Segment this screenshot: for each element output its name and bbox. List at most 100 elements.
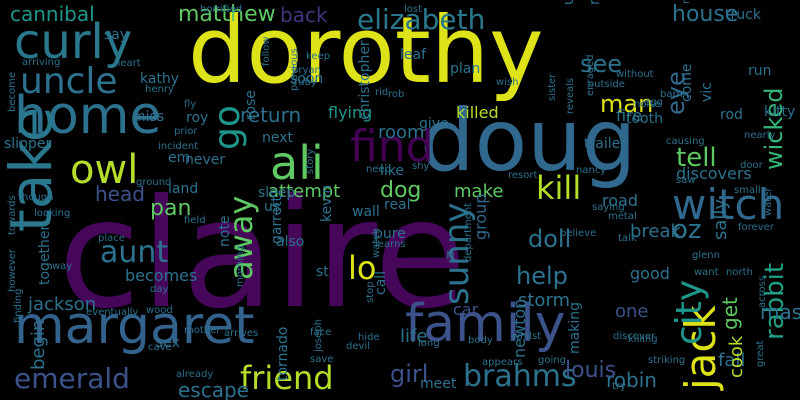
word-return: return (240, 103, 302, 127)
word-forever: forever (738, 222, 774, 233)
word-sally: sally (710, 198, 731, 240)
word-small: small (734, 185, 761, 196)
word-make: make (454, 181, 504, 202)
word-egg: egg (644, 97, 663, 108)
word-rid: rid (375, 87, 389, 98)
word-kevin: kevin (319, 184, 335, 222)
word-attempt: attempt (268, 181, 341, 202)
word-learns: learns (375, 239, 406, 250)
word-saw: saw (676, 175, 696, 186)
word-striking: striking (648, 355, 686, 366)
word-pan: pan (150, 196, 192, 221)
word-face: face (310, 327, 332, 338)
word-heart: heart (114, 58, 141, 69)
word-ground: ground (136, 177, 172, 188)
word-story: story (305, 148, 316, 174)
word-though: though (18, 192, 54, 203)
word-however: however (7, 249, 18, 292)
word-discovers: discovers (676, 164, 752, 183)
word-looking: looking (34, 208, 71, 219)
word-emerald: emerald (14, 362, 130, 395)
word-outside: outside (588, 79, 625, 90)
word-wicked: wicked (760, 87, 788, 170)
word-elizabeth: elizabeth (357, 3, 486, 36)
word-ruby: ruby (294, 77, 317, 88)
word-already: already (176, 369, 214, 380)
word-meet: meet (420, 376, 457, 392)
word-day: day (150, 284, 169, 295)
word-killing: killing (628, 334, 658, 345)
word-doug: doug (420, 91, 637, 191)
word-car: car (453, 300, 479, 319)
word-towards: towards (7, 195, 18, 235)
word-get: get (718, 297, 742, 330)
word-tooth: tooth (626, 111, 663, 127)
word-roy: roy (186, 110, 209, 126)
word-fire: fire (616, 106, 643, 125)
word-tell: tell (676, 143, 717, 173)
word-cook: cook (726, 335, 747, 378)
word-good: good (630, 264, 670, 283)
word-soon: soon (290, 71, 324, 87)
word-plan: plan (450, 61, 481, 77)
word-arriving: arriving (22, 57, 61, 68)
word-sister: sister (547, 73, 558, 101)
word-wish: wish (496, 77, 519, 88)
word-help: help (516, 262, 568, 290)
word-long: long (418, 338, 440, 349)
word-mask: mask (760, 300, 800, 324)
word-st: st (316, 264, 329, 280)
word-wall: wall (352, 204, 380, 220)
word-body: body (468, 335, 493, 346)
word-want: want (694, 267, 719, 278)
word-cave: cave (148, 342, 172, 353)
word-talk: talk (618, 233, 637, 244)
word-man: man (600, 90, 654, 118)
word-saying: saying (592, 202, 625, 213)
word-kathy: kathy (140, 71, 180, 87)
word-doll: doll (528, 225, 572, 253)
word-back: back (280, 3, 328, 27)
word-whilst: whilst (512, 331, 542, 342)
word-louis: louis (565, 358, 617, 383)
word-place: place (98, 233, 125, 244)
word-land: land (168, 181, 199, 197)
word-jackson: jackson (28, 294, 97, 315)
word-going: going (538, 355, 566, 366)
word-claire: claire (58, 168, 467, 342)
word-nearly: nearly (744, 130, 776, 141)
word-discover: discover (613, 331, 656, 342)
word-eventually: eventually (86, 307, 139, 318)
word-newton: newton (510, 298, 529, 358)
word-henry: henry (145, 84, 174, 95)
word-nancy: nancy (576, 165, 607, 176)
word-leaf: leaf (400, 47, 427, 63)
word-road: road (602, 191, 638, 210)
word-resort: resort (508, 170, 538, 181)
word-lo: lo (348, 249, 377, 287)
word-one: one (615, 301, 649, 322)
word-hide: hide (358, 332, 380, 343)
word-home: home (14, 86, 162, 146)
word-begin: begin (28, 319, 49, 370)
word-oz: oz (672, 215, 702, 245)
word-bryan: bryan (292, 65, 321, 76)
word-water: water (763, 187, 774, 217)
word-brahms: brahms (463, 359, 577, 394)
word-barn: barn (660, 89, 683, 100)
word-trailer: trailer (584, 136, 626, 152)
word-like: like (380, 163, 405, 179)
word-great: great (755, 340, 766, 367)
word-robin: robin (606, 368, 657, 392)
word-uncle: uncle (20, 61, 118, 102)
word-dog: dog (380, 178, 422, 203)
word-dorothy: dorothy (188, 0, 544, 104)
word-truck: truck (725, 7, 761, 23)
word-appears: appears (482, 357, 523, 368)
word-morning: morning (235, 245, 246, 287)
word-lost: lost (404, 4, 423, 15)
word-real: real (384, 197, 411, 213)
word-horrified: horrified (200, 4, 243, 15)
word-department: department (463, 202, 474, 262)
